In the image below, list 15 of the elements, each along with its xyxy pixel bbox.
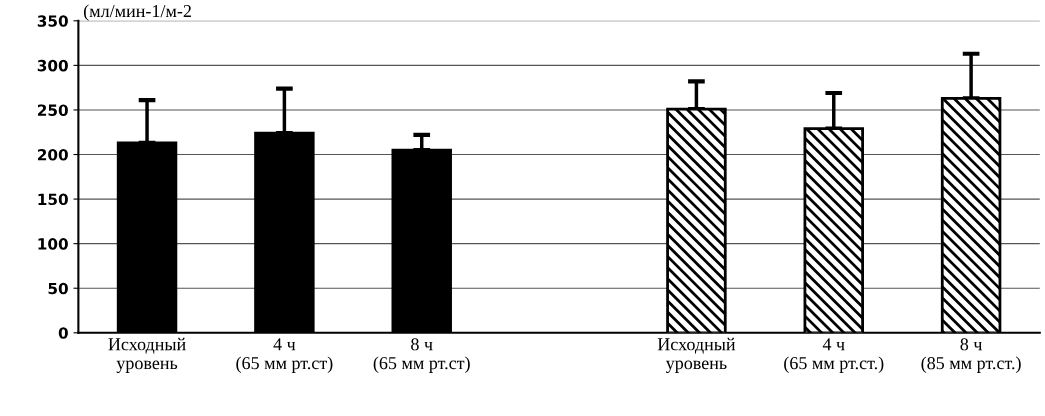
x-tick-label: 4 ч (65 мм рт.ст) <box>236 338 333 373</box>
x-tick-label: 8 ч (65 мм рт.ст) <box>373 338 470 373</box>
y-tick-label: 0 <box>58 327 68 339</box>
y-tick-label: 250 <box>37 104 68 116</box>
y-tick-label: 100 <box>38 238 68 250</box>
y-axis-title: (мл/мин-1/м-2 <box>83 4 191 21</box>
y-tick-label: 200 <box>37 148 68 161</box>
y-tick-label: 350 <box>37 15 68 27</box>
y-tick-label: 300 <box>37 59 68 72</box>
y-tick-label: 150 <box>38 193 68 206</box>
y-tick-label: 50 <box>48 282 68 295</box>
x-tick-label: Исходный уровень <box>108 337 186 373</box>
x-tick-label: Исходный уровень <box>657 337 736 373</box>
x-tick-label: 8 ч (85 мм рт.ст.) <box>921 338 1021 373</box>
x-tick-label: 4 ч (65 мм рт.ст.) <box>784 338 884 373</box>
